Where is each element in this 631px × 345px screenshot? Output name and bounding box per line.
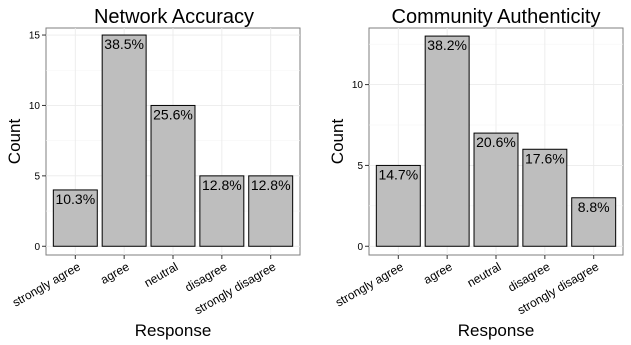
chart-title: Community Authenticity (392, 6, 601, 28)
x-tick-label: agree (421, 259, 455, 287)
x-tick-label: strongly disagree (515, 259, 601, 317)
x-tick-label: strongly disagree (192, 259, 278, 317)
data-label: 38.2% (427, 37, 467, 53)
bar-disagree (199, 175, 245, 247)
bar-strongly-agree (375, 164, 421, 247)
bar-strongly-disagree (571, 197, 617, 247)
y-tick-label: 0 (357, 242, 363, 253)
y-tick-label: 10 (352, 80, 364, 91)
bar-strongly-agree (52, 189, 98, 247)
data-label: 38.5% (104, 36, 144, 52)
bar-strongly-disagree (248, 175, 294, 247)
y-tick-label: 5 (34, 171, 40, 182)
chart-panel-2: 14.7% 38.2% 20.6% 17.6% 8.8% 0 5 10 strongly agr… (328, 6, 624, 340)
y-axis-title: Count (328, 119, 347, 165)
chart-title: Network Accuracy (94, 6, 254, 28)
data-label: 20.6% (476, 134, 516, 150)
x-tick-label: strongly agree (333, 259, 406, 309)
x-tick-label: agree (98, 259, 132, 287)
data-label: 17.6% (525, 150, 565, 166)
y-tick-label: 0 (34, 242, 40, 253)
bar-disagree (522, 148, 568, 247)
chart-panel-1: 10.3% 38.5% 25.6% 12.8% 12.8% 0 5 10 15 strongly … (5, 6, 301, 340)
data-label: 10.3% (55, 191, 95, 207)
x-tick-label: neutral (142, 259, 181, 289)
data-label: 25.6% (153, 106, 193, 122)
y-tick-label: 15 (29, 31, 41, 42)
bar-agree (101, 34, 147, 247)
x-tick-label: neutral (465, 259, 504, 289)
data-label: 8.8% (578, 199, 610, 215)
data-label: 12.8% (251, 177, 291, 193)
y-axis-title: Count (5, 119, 24, 165)
y-tick-label: 10 (29, 101, 41, 112)
data-label: 14.7% (378, 166, 418, 182)
x-axis-title: Response (135, 321, 212, 340)
bar-neutral (150, 104, 196, 247)
y-tick-label: 5 (357, 161, 363, 172)
bar-neutral (473, 132, 519, 247)
bar-agree (424, 35, 470, 247)
x-axis-title: Response (458, 321, 535, 340)
x-tick-label: strongly agree (10, 259, 83, 309)
data-label: 12.8% (202, 177, 242, 193)
